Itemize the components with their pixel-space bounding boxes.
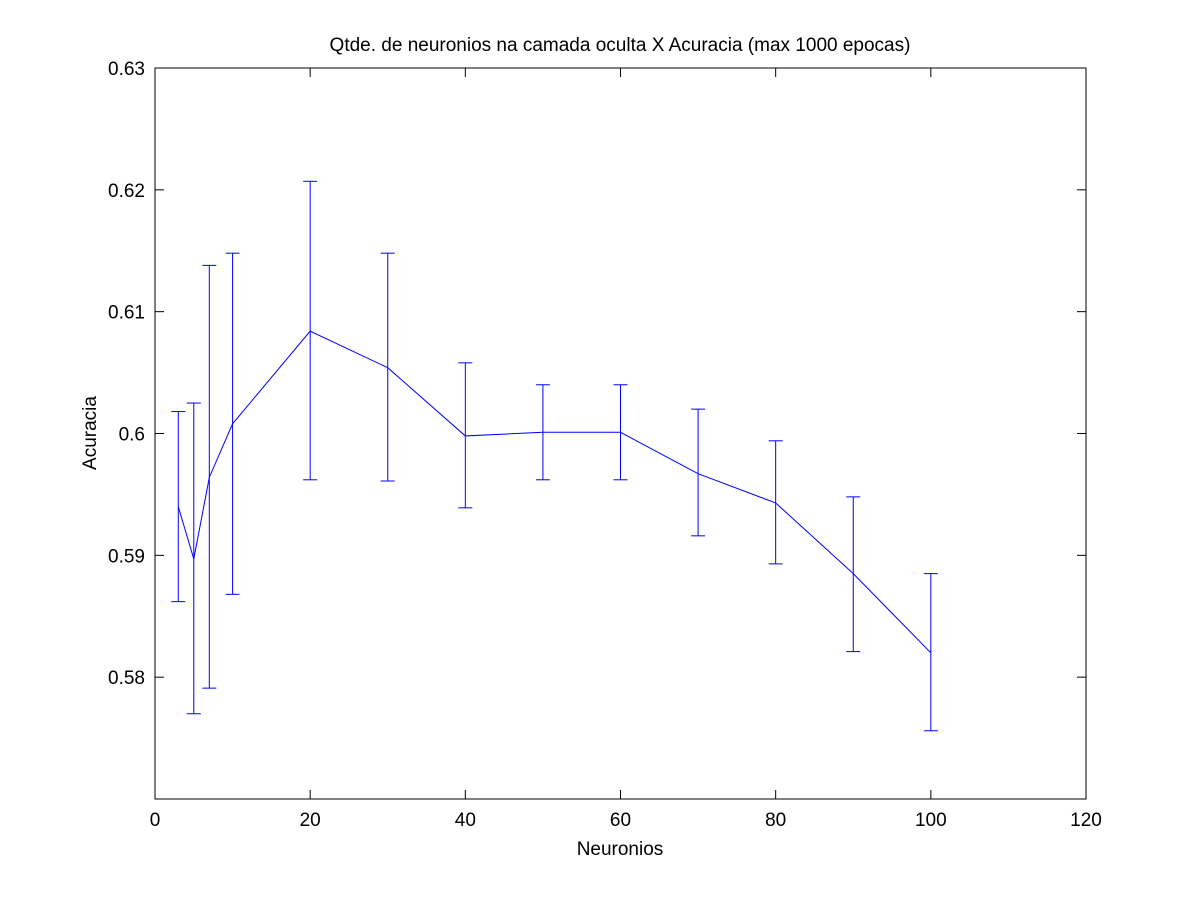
y-tick-label: 0.62 [108,181,145,202]
x-axis-label: Neuronios [577,839,664,860]
chart-title: Qtde. de neuronios na camada oculta X Ac… [330,35,911,56]
x-tick-label: 0 [150,810,161,831]
y-axis-label: Acuracia [80,396,101,470]
x-tick-label: 80 [765,810,786,831]
x-tick-label: 100 [915,810,947,831]
y-tick-label: 0.59 [108,546,145,567]
x-tick-label: 40 [455,810,476,831]
axis-ticks [154,67,1087,799]
axis-tick-labels: 0 20 40 60 80 100 120 0.58 0.59 0.6 0.61 0.62 0.63 [108,59,1102,831]
x-tick-label: 120 [1070,810,1102,831]
x-tick-label: 60 [610,810,631,831]
series-line [177,330,932,654]
y-tick-label: 0.63 [108,59,145,80]
y-tick-label: 0.61 [108,303,145,324]
x-tick-label: 20 [300,810,321,831]
y-tick-label: 0.6 [119,425,145,446]
y-tick-label: 0.58 [108,668,145,689]
